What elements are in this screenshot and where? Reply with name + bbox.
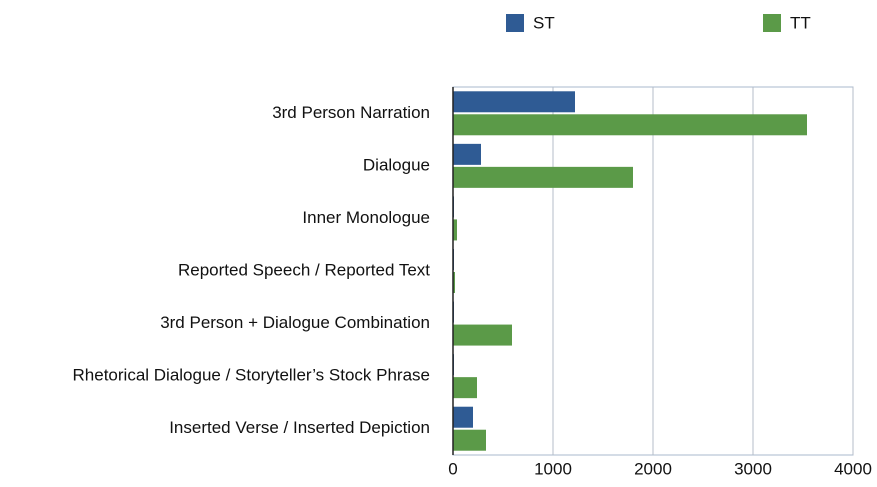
- x-tick-label: 4000: [834, 459, 872, 478]
- bar: [453, 272, 455, 293]
- bar: [453, 429, 486, 451]
- legend-swatch: [506, 14, 524, 32]
- y-tick-label: Reported Speech / Reported Text: [178, 260, 430, 279]
- bar: [453, 143, 481, 165]
- bar: [453, 114, 807, 136]
- x-tick-label: 0: [448, 459, 457, 478]
- x-tick-label: 2000: [634, 459, 672, 478]
- x-tick-label: 1000: [534, 459, 572, 478]
- bar: [453, 377, 477, 399]
- y-tick-label: Dialogue: [363, 155, 430, 174]
- legend-label: TT: [790, 13, 811, 32]
- y-tick-label: 3rd Person Narration: [272, 103, 430, 122]
- bar: [453, 166, 633, 188]
- y-tick-label: Rhetorical Dialogue / Storyteller’s Stoc…: [73, 366, 430, 385]
- y-tick-label: Inner Monologue: [302, 208, 430, 227]
- bar: [453, 219, 457, 241]
- x-tick-label: 3000: [734, 459, 772, 478]
- y-tick-label: 3rd Person + Dialogue Combination: [160, 313, 430, 332]
- bar: [453, 91, 575, 113]
- legend-swatch: [763, 14, 781, 32]
- bar: [453, 406, 473, 428]
- bar: [453, 324, 512, 346]
- legend-label: ST: [533, 13, 555, 32]
- y-tick-label: Inserted Verse / Inserted Depiction: [169, 418, 430, 437]
